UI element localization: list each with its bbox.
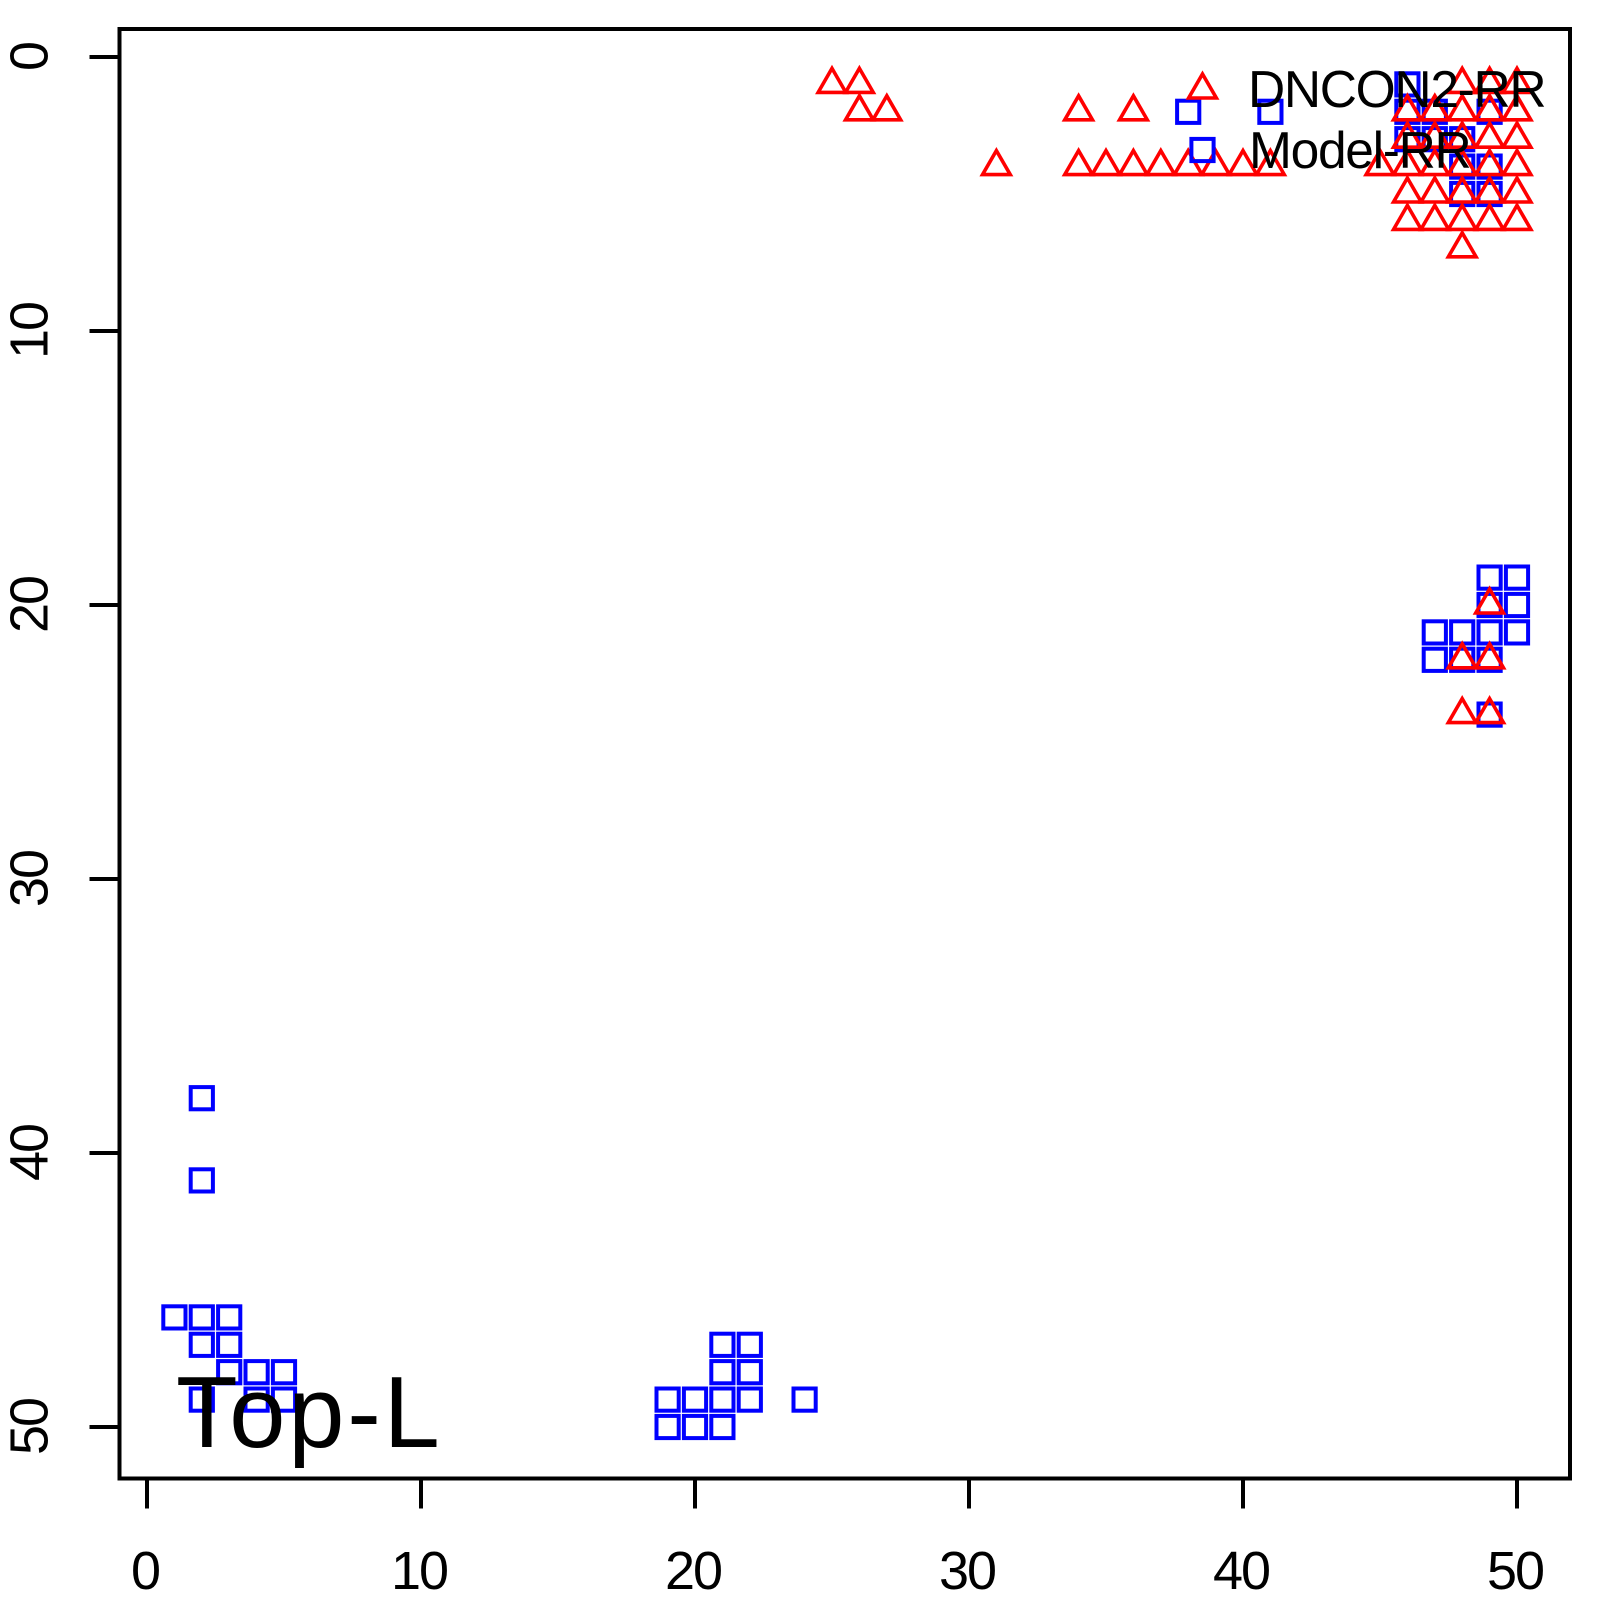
svg-text:Model-RR: Model-RR: [1249, 121, 1470, 179]
svg-text:50: 50: [0, 1399, 60, 1455]
svg-text:20: 20: [665, 1541, 721, 1600]
svg-text:10: 10: [391, 1541, 447, 1600]
svg-text:DNCON2-RR: DNCON2-RR: [1248, 60, 1545, 118]
svg-text:10: 10: [0, 303, 60, 359]
svg-text:30: 30: [0, 851, 60, 907]
svg-text:30: 30: [939, 1541, 995, 1600]
svg-text:0: 0: [0, 43, 60, 71]
svg-text:Top-L: Top-L: [176, 1357, 443, 1469]
svg-text:40: 40: [0, 1125, 60, 1181]
svg-text:0: 0: [131, 1541, 159, 1600]
svg-text:40: 40: [1213, 1541, 1269, 1600]
svg-text:20: 20: [0, 577, 60, 633]
svg-text:50: 50: [1487, 1541, 1543, 1600]
